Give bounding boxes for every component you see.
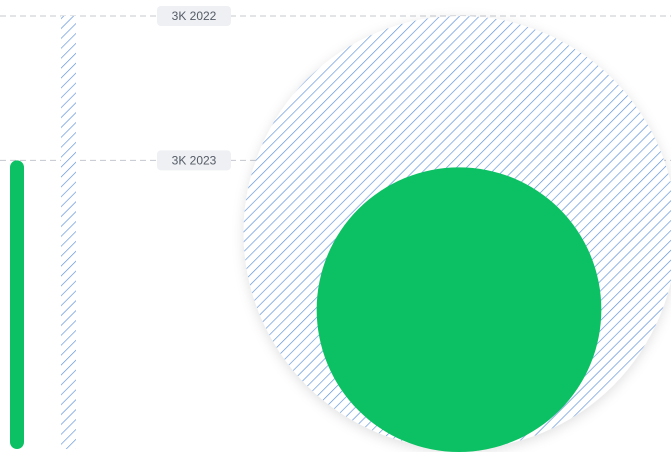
bar-2023: [10, 160, 24, 450]
bar-2022: [61, 16, 76, 449]
reference-label-bg: [157, 6, 231, 26]
circle-2023: [316, 167, 602, 452]
reference-labels: 3K 2022 3K 2023: [157, 6, 231, 171]
reference-label-bg: [157, 150, 231, 171]
reference-label-2023: 3K 2023: [157, 150, 231, 171]
reference-label-text: 3K 2023: [172, 153, 217, 167]
reference-label-text: 3K 2022: [172, 9, 217, 23]
reference-label-2022: 3K 2022: [157, 6, 231, 26]
circle-series: [243, 16, 671, 452]
bar-series: [10, 16, 76, 450]
